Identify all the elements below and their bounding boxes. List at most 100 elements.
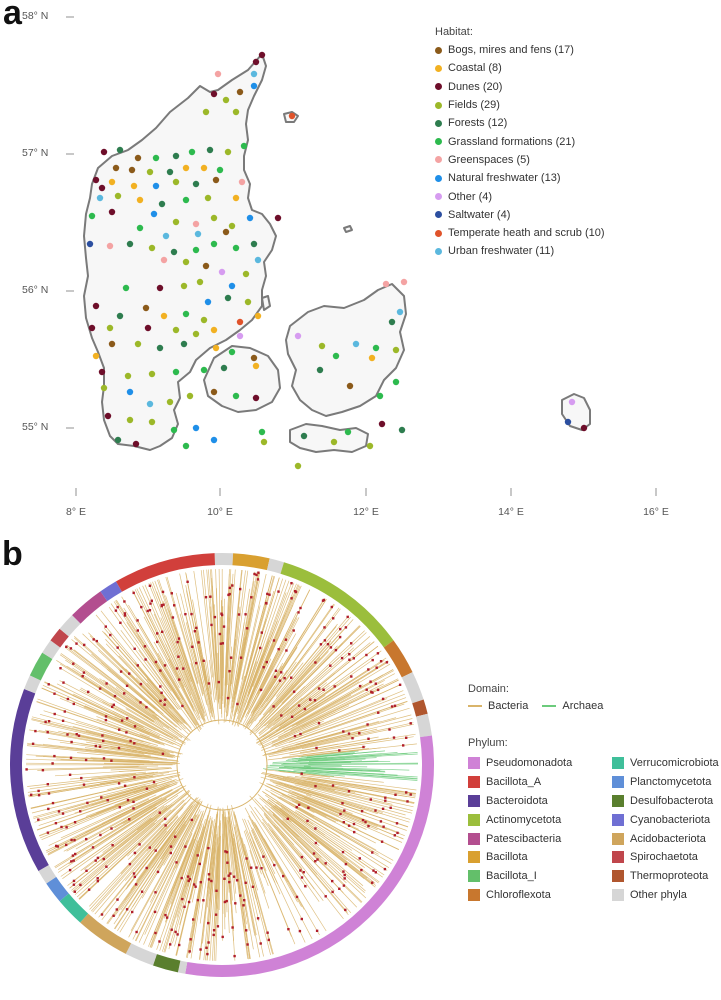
tree-branch <box>75 721 144 743</box>
mag-marker <box>360 868 363 872</box>
mag-marker <box>175 861 178 864</box>
mag-marker <box>133 725 137 728</box>
tree-branch <box>270 806 364 887</box>
mag-marker <box>132 872 136 875</box>
tree-branch <box>154 580 192 682</box>
tree-branch <box>241 837 274 955</box>
site-marker <box>116 312 124 320</box>
mag-marker <box>214 913 218 916</box>
site-marker <box>156 344 164 352</box>
mag-marker <box>44 720 47 724</box>
site-marker <box>88 324 96 332</box>
mag-marker <box>339 812 342 816</box>
habitat-legend-label: Bogs, mires and fens (17) <box>448 44 574 57</box>
mag-marker <box>96 877 99 880</box>
mag-marker <box>82 671 86 674</box>
tree-branch <box>269 598 327 690</box>
mag-marker <box>73 890 76 893</box>
mag-marker <box>350 675 353 678</box>
mag-marker <box>245 627 249 630</box>
phylum-color-swatch <box>468 776 480 789</box>
tree-branch <box>266 636 371 727</box>
tree-branch <box>215 808 221 900</box>
mag-marker <box>409 793 412 796</box>
mag-marker <box>324 862 327 865</box>
domain-legend-label: Bacteria <box>488 700 529 712</box>
tree-branch <box>223 573 230 708</box>
tree-branch <box>26 754 177 763</box>
tree-branch <box>222 598 225 679</box>
tree-branch <box>250 633 297 714</box>
tree-branch <box>134 698 176 730</box>
site-marker <box>222 96 230 104</box>
mag-marker <box>106 799 109 802</box>
tree-branch <box>296 724 369 746</box>
mag-marker <box>228 586 231 590</box>
mag-marker <box>244 613 247 616</box>
tree-branch <box>162 601 206 717</box>
tree-branch <box>48 789 173 854</box>
tree-branch <box>221 814 224 914</box>
phylum-color-swatch <box>468 757 480 770</box>
site-marker <box>232 194 240 202</box>
tree-branch <box>102 765 159 768</box>
mag-marker <box>273 863 276 867</box>
site-marker <box>98 184 106 192</box>
mag-marker <box>297 704 301 707</box>
mag-marker <box>174 930 177 934</box>
mag-marker <box>344 908 347 912</box>
tree-branch <box>240 575 273 696</box>
mag-marker <box>41 769 45 772</box>
habitat-color-dot <box>435 64 442 72</box>
site-marker <box>238 178 246 186</box>
mag-marker <box>338 635 342 639</box>
site-marker <box>254 256 262 264</box>
tree-branch <box>217 823 221 909</box>
site-marker <box>244 298 252 306</box>
mag-marker <box>250 596 253 599</box>
mag-marker <box>136 619 139 622</box>
tree-branch <box>216 588 221 710</box>
site-marker <box>396 308 404 316</box>
mag-marker <box>133 776 136 779</box>
mag-marker <box>260 631 263 634</box>
mag-marker <box>73 821 77 824</box>
mag-marker <box>161 630 164 633</box>
mag-marker <box>163 664 167 667</box>
site-marker <box>232 108 240 116</box>
tree-branch <box>261 734 304 751</box>
tree-branch <box>291 800 376 844</box>
tree-branch <box>250 810 327 932</box>
mag-marker <box>62 681 65 684</box>
phylum-ring-segment <box>152 954 181 973</box>
tree-branch <box>101 828 173 921</box>
mag-marker <box>177 637 181 640</box>
tree-branch <box>152 819 185 868</box>
site-marker <box>392 378 400 386</box>
mag-marker <box>197 641 200 644</box>
tree-branch <box>138 687 190 735</box>
tree-branch <box>231 805 260 922</box>
phylum-ring-segment <box>42 640 61 660</box>
mag-marker <box>329 664 332 667</box>
tree-branch <box>56 660 154 723</box>
site-marker <box>192 424 200 432</box>
site-marker <box>134 340 142 348</box>
mag-marker <box>170 928 173 931</box>
phylum-legend-label: Verrucomicrobiota <box>630 757 719 770</box>
tree-branch <box>274 674 384 737</box>
mag-marker <box>402 744 405 747</box>
mag-marker <box>148 584 152 587</box>
site-marker <box>146 168 154 176</box>
tree-branch <box>94 749 150 757</box>
site-marker <box>228 282 236 290</box>
mag-marker <box>255 573 258 577</box>
mag-marker <box>329 646 333 649</box>
tree-branch <box>231 622 245 703</box>
mag-marker <box>210 623 213 627</box>
tree-branch <box>203 808 219 961</box>
tree-branch <box>257 617 300 697</box>
tree-branch <box>207 813 219 925</box>
mag-marker <box>34 729 37 733</box>
habitat-color-dot <box>435 46 442 54</box>
